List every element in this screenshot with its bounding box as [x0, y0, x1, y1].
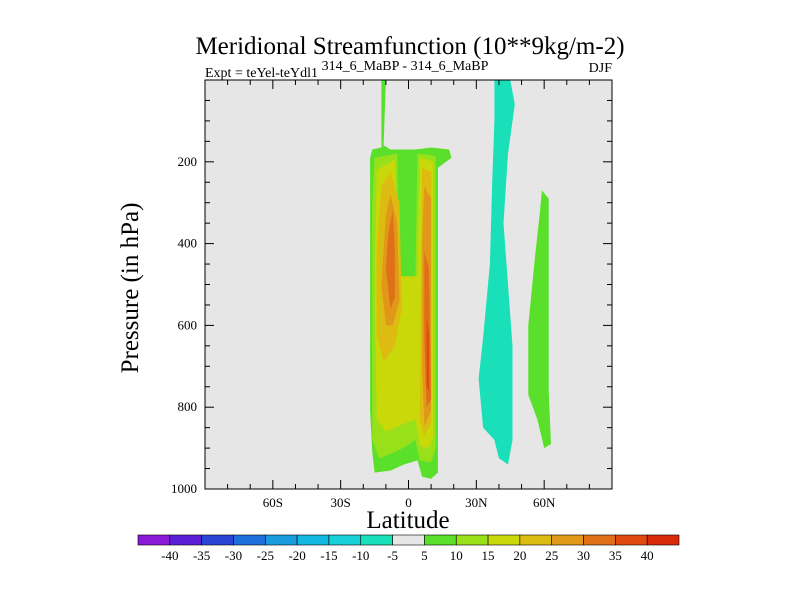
colorbar: -40 -35 -30 -25 -20 -15 -10 -5 5 10 15 20 25 30 35 40 — [137, 534, 680, 563]
colorbar-swatch-1 — [169, 534, 202, 546]
x-tick-label: 30S — [331, 495, 351, 510]
colorbar-label: -30 — [225, 548, 242, 563]
y-axis-label: Pressure (in hPa) — [117, 203, 144, 374]
y-tick-label: 800 — [178, 399, 198, 414]
colorbar-swatch-2 — [201, 534, 234, 546]
colorbar-swatch-15 — [615, 534, 648, 546]
colorbar-label: 10 — [450, 548, 463, 563]
x-tick-label: 30N — [465, 495, 488, 510]
x-tick-label: 60N — [533, 495, 556, 510]
contour-region-7 — [385, 210, 395, 309]
colorbar-label: -20 — [288, 548, 305, 563]
contour-region-9 — [426, 317, 429, 391]
colorbar-label: 15 — [482, 548, 495, 563]
y-tick-label: 200 — [178, 154, 198, 169]
colorbar-label: -35 — [193, 548, 210, 563]
contour-region-11 — [528, 190, 551, 449]
contour-region-10 — [478, 80, 515, 465]
x-axis-label: Latitude — [366, 507, 449, 534]
colorbar-label: 40 — [641, 548, 654, 563]
colorbar-swatch-10 — [455, 534, 489, 546]
colorbar-label: 5 — [421, 548, 428, 563]
y-tick-label: 1000 — [171, 481, 197, 496]
colorbar-label: 30 — [577, 548, 590, 563]
colorbar-label: -25 — [257, 548, 274, 563]
colorbar-label: 20 — [513, 548, 526, 563]
y-tick-label: 400 — [178, 236, 198, 251]
colorbar-label: -15 — [320, 548, 337, 563]
colorbar-label: 35 — [609, 548, 622, 563]
colorbar-label: -5 — [387, 548, 398, 563]
chart-subtitle-left: Expt = teYel-teYdl1 — [205, 66, 318, 81]
colorbar-label: -10 — [352, 548, 369, 563]
colorbar-swatch-9 — [424, 534, 457, 546]
colorbar-swatch-14 — [583, 534, 616, 546]
chart-subtitle-center: 314_6_MaBP - 314_6_MaBP — [322, 59, 489, 74]
colorbar-label: 25 — [545, 548, 558, 563]
colorbar-swatch-5 — [296, 534, 330, 546]
colorbar-swatch-13 — [551, 534, 584, 546]
chart-subtitle-right: DJF — [589, 61, 613, 76]
colorbar-swatch-12 — [519, 534, 553, 546]
colorbar-swatch-8 — [392, 534, 425, 546]
colorbar-swatch-4 — [264, 534, 298, 546]
colorbar-swatch-0 — [137, 534, 171, 546]
colorbar-swatch-11 — [487, 534, 521, 546]
y-tick-label: 600 — [178, 317, 198, 332]
colorbar-swatch-3 — [233, 534, 266, 546]
x-tick-label: 0 — [405, 495, 412, 510]
colorbar-swatch-6 — [328, 534, 362, 546]
colorbar-swatch-16 — [646, 534, 680, 546]
colorbar-label: -40 — [161, 548, 178, 563]
chart-title: Meridional Streamfunction (10**9kg/m-2) — [195, 33, 624, 60]
plot-area: 60S 30S 0 30N 60N 200 400 600 800 1000 — [171, 79, 613, 510]
x-tick-label: 60S — [263, 495, 283, 510]
colorbar-swatch-7 — [360, 534, 393, 546]
